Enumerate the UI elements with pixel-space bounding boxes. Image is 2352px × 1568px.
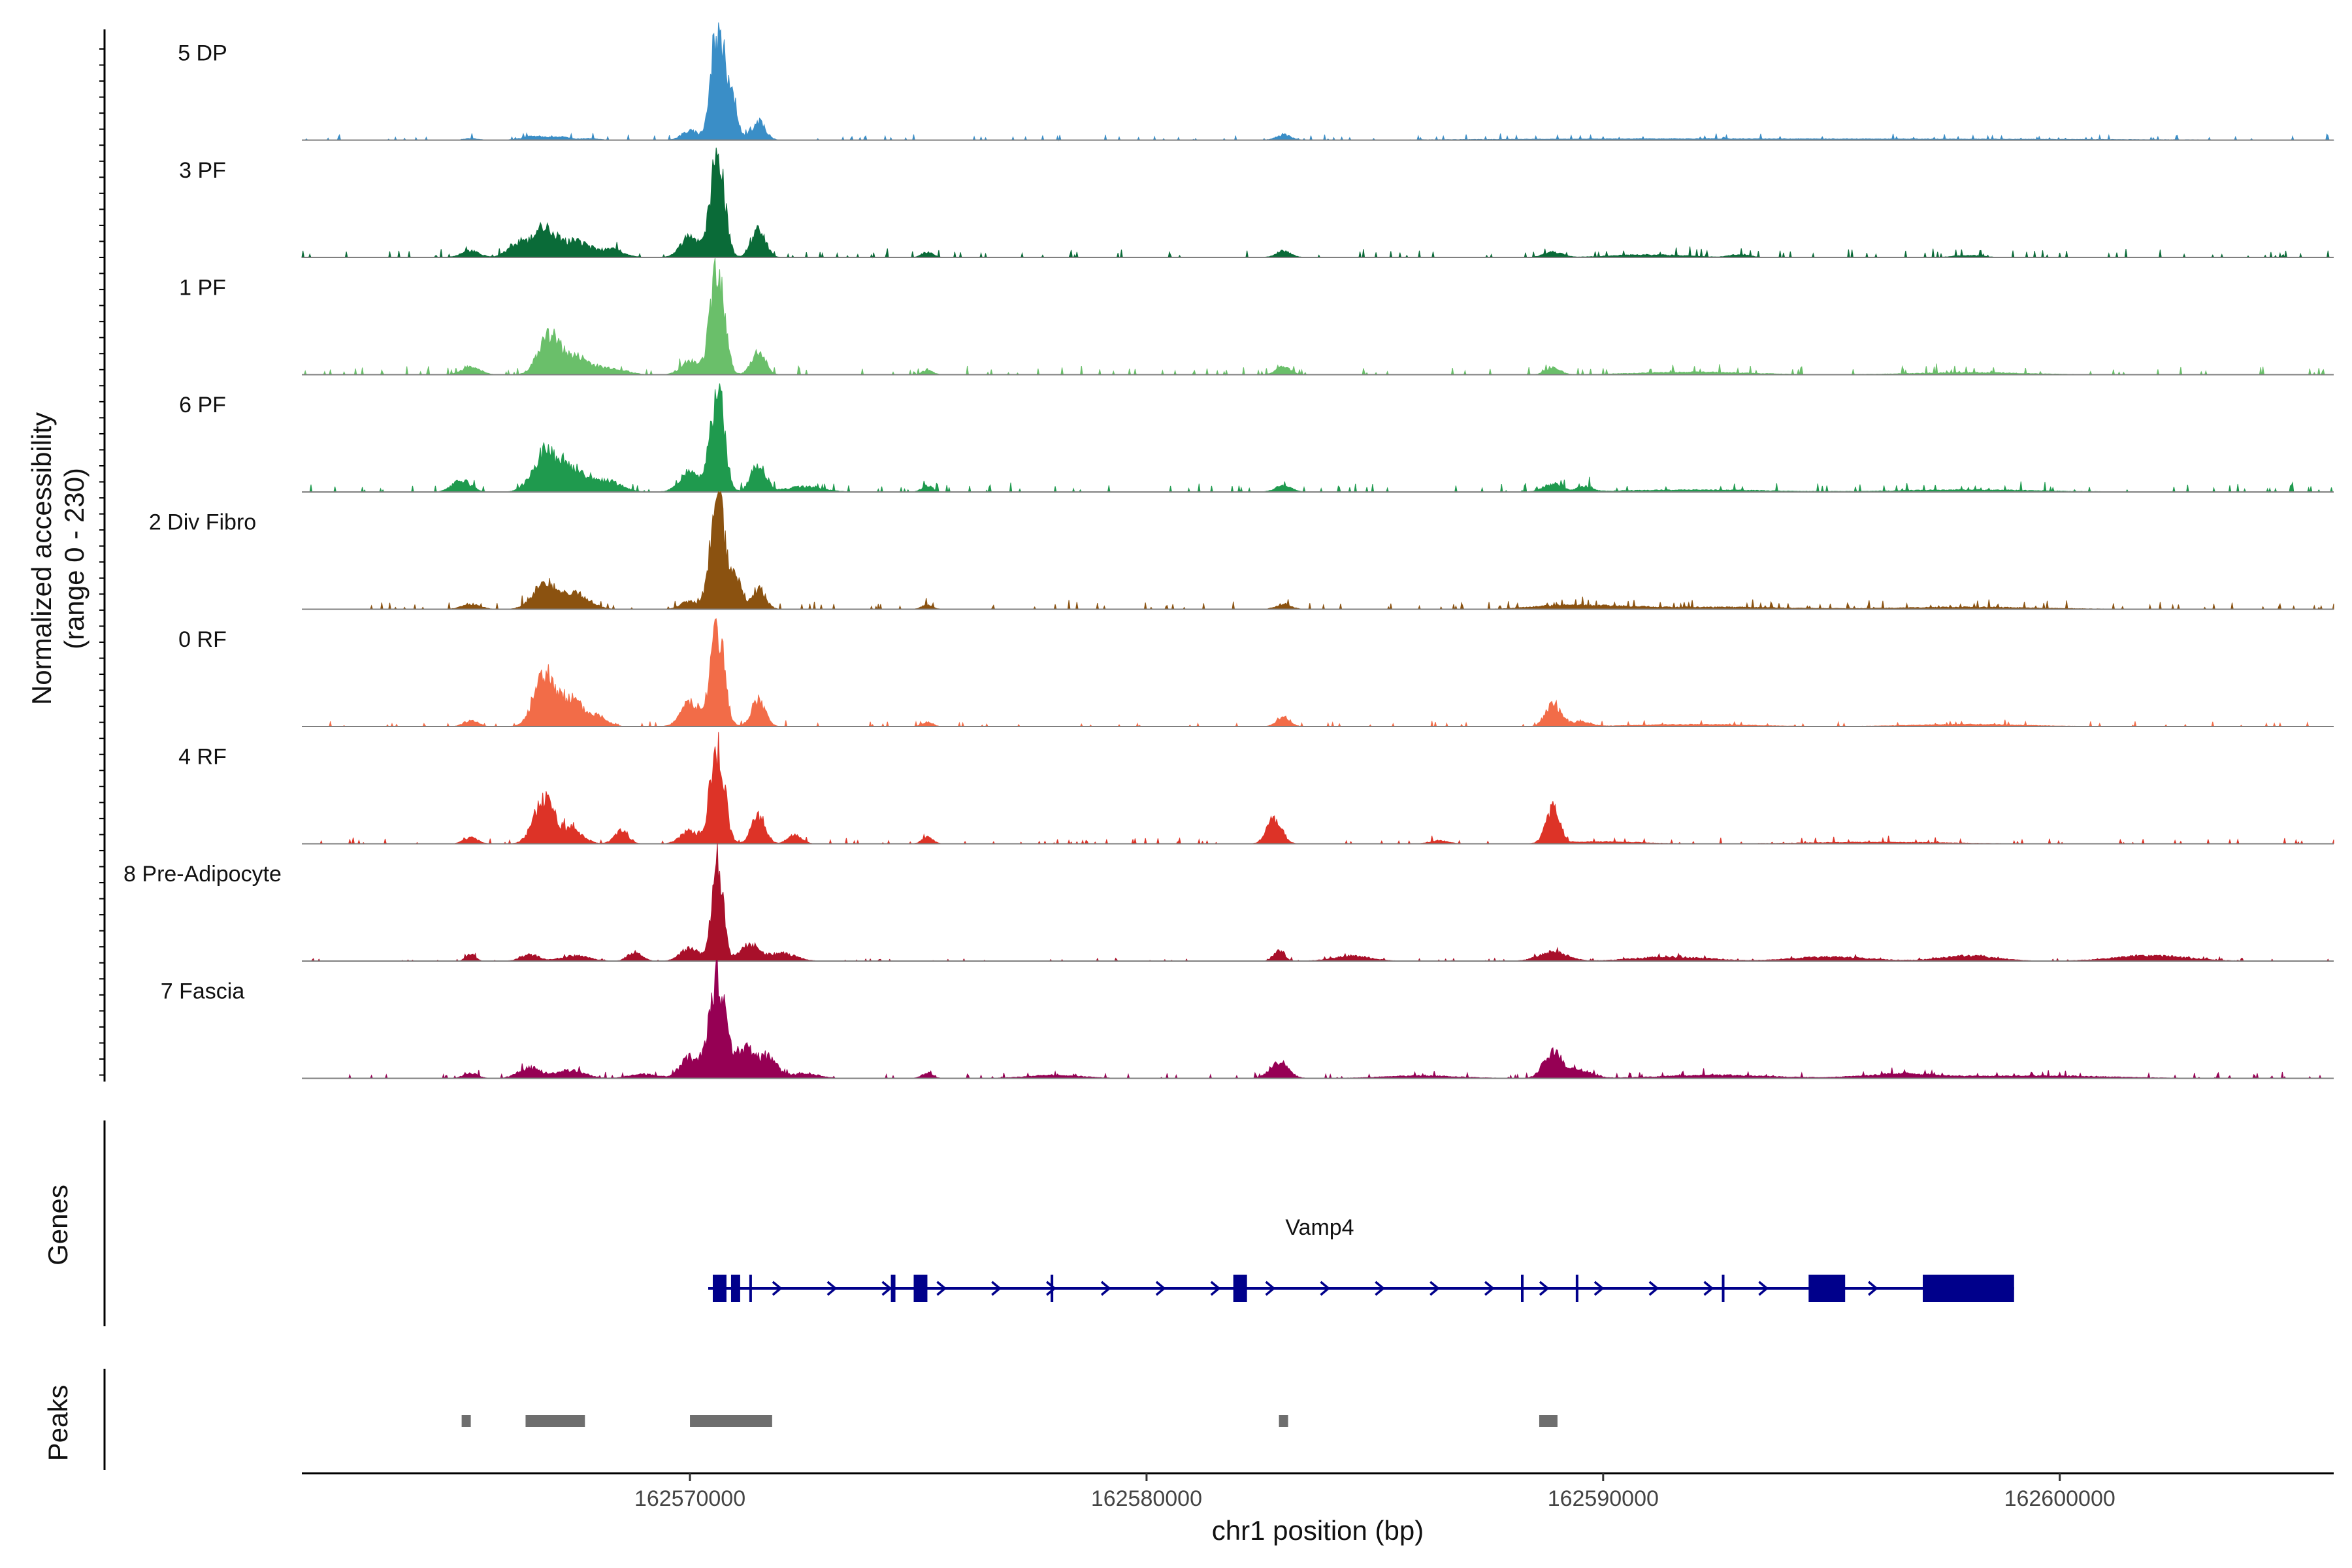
gene-exon: [730, 1275, 740, 1302]
track-3-pf: 3 PF: [179, 147, 2334, 259]
gene-exon: [1051, 1275, 1054, 1302]
gene-exon: [1808, 1275, 1846, 1302]
track-label: 6 PF: [179, 393, 226, 417]
strand-arrow: [1758, 1281, 1769, 1296]
strand-arrow: [1648, 1281, 1659, 1296]
strand-arrow: [1484, 1281, 1495, 1296]
gene-exon: [1722, 1275, 1725, 1302]
strand-arrow: [1265, 1281, 1276, 1296]
peak-region: [525, 1415, 585, 1427]
track-label: 1 PF: [179, 276, 226, 301]
gene-exon: [749, 1275, 752, 1302]
track-label: 4 RF: [178, 745, 227, 770]
strand-arrow: [1868, 1281, 1878, 1296]
strand-arrow: [1210, 1281, 1221, 1296]
track-1-pf: 1 PF: [179, 257, 2334, 376]
track-6-pf: 6 PF: [179, 383, 2334, 493]
track-2-div-fibro: 2 Div Fibro: [149, 491, 2334, 611]
x-tick-label: 162600000: [2004, 1486, 2115, 1511]
track-8-pre-adipocyte: 8 Pre-Adipocyte: [123, 843, 2334, 962]
strand-arrow: [881, 1281, 892, 1296]
peaks-track: [461, 1415, 1558, 1427]
x-tick-label: 162580000: [1091, 1486, 1202, 1511]
track-label: 7 Fascia: [161, 979, 245, 1004]
strand-arrow: [1046, 1281, 1056, 1296]
strand-arrow: [1100, 1281, 1111, 1296]
strand-arrow: [1155, 1281, 1166, 1296]
gene-exon: [712, 1275, 727, 1302]
x-axis-title: chr1 position (bp): [1212, 1515, 1424, 1546]
peak-region: [461, 1415, 471, 1427]
track-label: 2 Div Fibro: [149, 510, 256, 535]
track-label: 0 RF: [178, 627, 227, 652]
track-4-rf: 4 RF: [178, 732, 2334, 845]
gene-exon: [1521, 1275, 1524, 1302]
track-5-dp: 5 DP: [178, 22, 2334, 142]
peak-region: [1539, 1415, 1558, 1427]
strand-arrow: [772, 1281, 783, 1296]
x-tick-label: 162590000: [1548, 1486, 1659, 1511]
coverage-y-axis: [99, 29, 106, 1082]
x-tick-label: 162570000: [634, 1486, 745, 1511]
y-axis-subtitle: (range 0 - 230): [59, 468, 90, 649]
track-7-fascia: 7 Fascia: [161, 960, 2334, 1080]
strand-arrow: [1375, 1281, 1386, 1296]
strand-arrow: [1320, 1281, 1331, 1296]
gene-exon: [1575, 1275, 1578, 1302]
x-axis: 162570000 162580000 162590000 162600000: [634, 1473, 2115, 1511]
genes-track: Vamp4: [708, 1215, 2014, 1302]
strand-arrow: [991, 1281, 1002, 1296]
strand-arrow: [1703, 1281, 1714, 1296]
gene-exon: [890, 1275, 896, 1302]
strand-arrow: [1429, 1281, 1440, 1296]
peak-region: [690, 1415, 772, 1427]
track-0-rf: 0 RF: [178, 618, 2334, 728]
track-label: 5 DP: [178, 41, 227, 66]
peaks-track-label: Peaks: [42, 1385, 73, 1462]
strand-arrow: [936, 1281, 947, 1296]
strand-arrow: [1539, 1281, 1550, 1296]
gene-exon: [913, 1275, 928, 1302]
peak-region: [1279, 1415, 1288, 1427]
y-axis-title: Normalized accessibility: [26, 412, 57, 705]
track-label: 3 PF: [179, 158, 226, 183]
genes-track-label: Genes: [42, 1184, 73, 1266]
strand-arrow: [826, 1281, 838, 1296]
coverage-area: [302, 843, 2334, 962]
strand-arrow: [1593, 1281, 1605, 1296]
track-label: 8 Pre-Adipocyte: [123, 862, 282, 887]
gene-exon: [1233, 1275, 1247, 1302]
coverage-tracks: 5 DP 3 PF 1 PF 6 PF 2 Div Fibro 0 RF 4 RF 8 Pre…: [123, 22, 2334, 1080]
gene-exon: [1923, 1275, 2014, 1302]
gene-name-label: Vamp4: [1285, 1215, 1354, 1240]
